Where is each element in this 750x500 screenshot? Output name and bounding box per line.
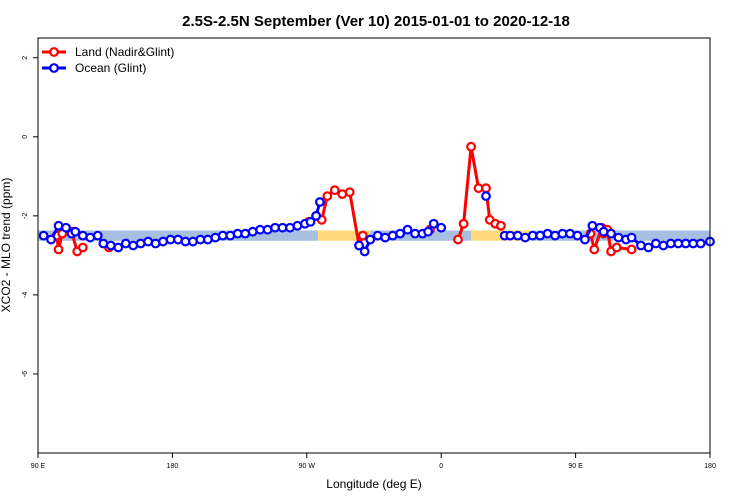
series-land-point	[322, 191, 333, 201]
legend: Land (Nadir&Glint) Ocean (Glint)	[42, 45, 174, 75]
series-ocean-point	[314, 197, 325, 207]
series-land-point	[53, 244, 64, 255]
series-ocean-point	[305, 216, 316, 227]
reference-band	[318, 230, 371, 241]
legend-label-ocean: Ocean (Glint)	[75, 61, 146, 75]
legend-marker-ocean	[49, 63, 59, 73]
series-ocean-point	[626, 232, 637, 243]
x-tick-label: 90 W	[299, 463, 316, 470]
series-land-point	[344, 187, 355, 198]
series-ocean-point	[359, 246, 370, 257]
chart-title: 2.5S-2.5N September (Ver 10) 2015-01-01 …	[182, 13, 570, 30]
series-ocean-point	[38, 230, 49, 241]
series-land-point	[329, 185, 340, 196]
series-ocean-point	[643, 242, 654, 253]
legend-marker-land	[49, 47, 59, 57]
x-tick-label: 90 E	[31, 463, 46, 470]
series-ocean-point	[365, 234, 376, 245]
series-ocean-point	[402, 224, 413, 235]
x-tick-label: 180	[167, 463, 179, 470]
series-land-point	[481, 183, 491, 194]
plot-frame	[37, 37, 711, 454]
series-ocean-point	[354, 240, 364, 251]
series-ocean-point	[70, 226, 81, 237]
y-tick-label: -2	[22, 213, 29, 219]
series-ocean-point	[113, 242, 124, 253]
series-land-point	[453, 234, 463, 245]
x-tick-label: 180	[704, 463, 716, 470]
x-axis: 90 E 180 90 W 0 90 E 180	[31, 453, 716, 470]
x-tick-label: 0	[439, 463, 443, 470]
series-ocean-point	[92, 230, 103, 241]
series-ocean-point	[423, 226, 434, 237]
y-tick-label: 2	[22, 56, 29, 60]
y-axis-label: XCO2 - MLO trend (ppm)	[0, 178, 13, 313]
series-ocean-point	[481, 191, 491, 201]
series-land-point	[458, 218, 469, 229]
series-land-point	[589, 244, 600, 255]
series-land-point	[611, 242, 622, 253]
legend-label-land: Land (Nadir&Glint)	[75, 45, 174, 59]
series-ocean	[38, 191, 715, 257]
series-ocean-point	[695, 238, 706, 249]
series-ocean-point	[311, 210, 322, 221]
series-ocean-point	[428, 218, 439, 229]
series-land-point	[466, 141, 476, 152]
series-land-point	[496, 220, 506, 231]
series-layer	[38, 141, 715, 257]
series-ocean-point	[606, 228, 616, 239]
series-land-point	[357, 230, 368, 241]
series-ocean-point	[580, 234, 590, 245]
series-ocean-point	[61, 222, 71, 233]
y-tick-label: -4	[22, 292, 29, 298]
series-ocean-point	[395, 228, 406, 239]
y-tick-label: -6	[22, 371, 29, 377]
series-land-point	[626, 244, 637, 255]
y-axis: 2 0 -2 -4 -6	[22, 56, 38, 377]
series-ocean-point	[436, 222, 447, 233]
x-axis-label: Longitude (deg E)	[326, 477, 421, 491]
series-land-point	[77, 242, 88, 253]
x-tick-label: 90 E	[568, 463, 583, 470]
series-ocean-point	[46, 234, 56, 245]
y-tick-label: 0	[22, 135, 29, 139]
series-ocean-point	[572, 230, 583, 241]
